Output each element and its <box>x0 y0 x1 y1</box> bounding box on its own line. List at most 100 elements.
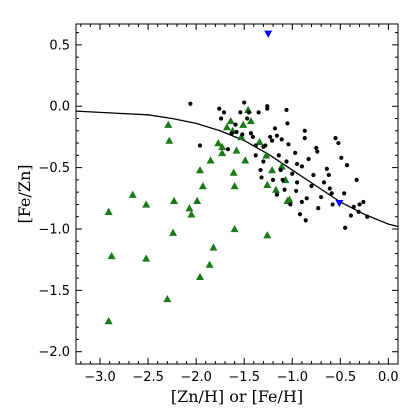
data-point-dot <box>234 129 239 135</box>
data-point-triangle <box>169 228 178 236</box>
data-point-triangle <box>198 182 207 190</box>
data-point-triangle-down <box>335 200 344 208</box>
x-tick-label: −0.5 <box>325 370 357 385</box>
data-point-dot <box>242 100 247 105</box>
data-point-dot <box>339 155 344 160</box>
data-point-dot <box>294 188 299 194</box>
data-point-dot <box>311 172 316 178</box>
data-point-dot <box>294 161 300 167</box>
x-axis-label: [Zn/H] or [Fe/H] <box>171 387 303 406</box>
data-point-triangle <box>241 156 250 164</box>
data-point-triangle-down <box>264 30 273 38</box>
data-point-dot <box>197 143 203 148</box>
data-point-dot <box>336 140 341 146</box>
data-point-triangle <box>107 251 116 260</box>
data-point-dot <box>315 149 320 154</box>
x-tick-label: −2.5 <box>132 370 164 385</box>
data-point-dot <box>302 136 307 141</box>
data-point-triangle <box>205 260 214 268</box>
data-point-triangle <box>193 196 202 204</box>
data-point-dot <box>343 225 348 230</box>
data-point-dot <box>297 212 303 217</box>
data-point-dot <box>276 153 281 158</box>
data-point-dot <box>253 143 258 148</box>
data-point-dot <box>357 202 362 207</box>
data-point-dot <box>240 132 245 137</box>
data-point-triangle <box>206 156 215 164</box>
data-point-triangle <box>230 182 239 190</box>
data-point-dot <box>299 164 304 169</box>
data-point-triangle <box>285 195 294 203</box>
data-point-dot <box>233 122 238 127</box>
data-point-dot <box>319 194 324 200</box>
data-point-dot <box>316 206 321 211</box>
data-point-triangle <box>237 132 246 141</box>
data-point-triangle <box>165 136 174 144</box>
data-point-triangle <box>263 180 272 188</box>
data-point-dot <box>314 145 319 151</box>
x-tick-label: −1.5 <box>228 370 260 385</box>
data-point-triangle <box>185 204 194 212</box>
data-point-dot <box>269 138 275 143</box>
data-point-dot <box>238 110 243 115</box>
data-point-dot <box>284 107 289 113</box>
data-point-dot <box>246 110 252 115</box>
data-point-dot <box>354 177 359 182</box>
data-point-dot <box>351 204 356 209</box>
data-point-dot <box>327 186 332 191</box>
data-point-dot <box>290 171 295 176</box>
data-point-dot <box>244 116 250 121</box>
data-point-dot <box>294 180 300 185</box>
data-point-triangle <box>104 207 113 215</box>
data-point-dot <box>217 106 222 111</box>
data-point-dot <box>272 126 278 131</box>
data-point-triangle <box>163 294 172 303</box>
y-tick-label: −1.0 <box>38 222 70 237</box>
y-tick-label: −1.5 <box>38 284 70 299</box>
data-point-triangle <box>262 151 271 159</box>
data-point-dot <box>258 167 263 173</box>
data-point-dot <box>250 134 255 140</box>
data-point-triangle <box>239 120 248 128</box>
data-point-triangle <box>170 196 179 204</box>
data-point-dot <box>274 133 279 138</box>
y-tick-label: 0.5 <box>49 38 70 53</box>
data-point-triangle <box>218 148 227 157</box>
data-point-dot <box>256 110 261 115</box>
data-point-dot <box>333 136 338 141</box>
data-point-triangle <box>255 137 264 146</box>
data-point-triangle <box>230 224 239 233</box>
data-point-dot <box>279 137 284 142</box>
data-point-dot <box>324 166 329 171</box>
data-point-triangle <box>214 139 223 147</box>
y-axis-label: [Fe/Zn] <box>15 165 34 224</box>
data-point-dot <box>284 159 289 164</box>
data-point-dot <box>348 213 354 218</box>
data-point-dot <box>344 163 350 168</box>
data-point-dot <box>361 199 366 205</box>
data-point-dot <box>304 196 309 201</box>
data-point-dot <box>265 104 270 109</box>
data-point-triangle <box>195 166 204 174</box>
data-point-dot <box>306 156 311 162</box>
data-point-triangle <box>164 120 173 128</box>
y-tick-label: −0.5 <box>38 161 70 176</box>
data-point-dot <box>219 116 224 121</box>
data-point-dot <box>356 209 361 214</box>
plot-frame <box>75 23 399 365</box>
data-point-triangle <box>142 200 151 208</box>
data-point-triangle <box>218 142 227 150</box>
data-point-triangle <box>104 317 113 325</box>
data-point-dot <box>225 147 230 152</box>
data-point-triangle <box>263 231 272 239</box>
data-point-dot <box>342 191 347 196</box>
data-point-dot <box>365 214 370 219</box>
data-point-dot <box>321 180 327 185</box>
data-point-triangle <box>222 123 231 131</box>
data-point-triangle <box>277 162 286 170</box>
y-tick-label: 0.0 <box>49 100 70 115</box>
data-point-dot <box>326 172 331 178</box>
data-point-dot <box>293 150 298 155</box>
